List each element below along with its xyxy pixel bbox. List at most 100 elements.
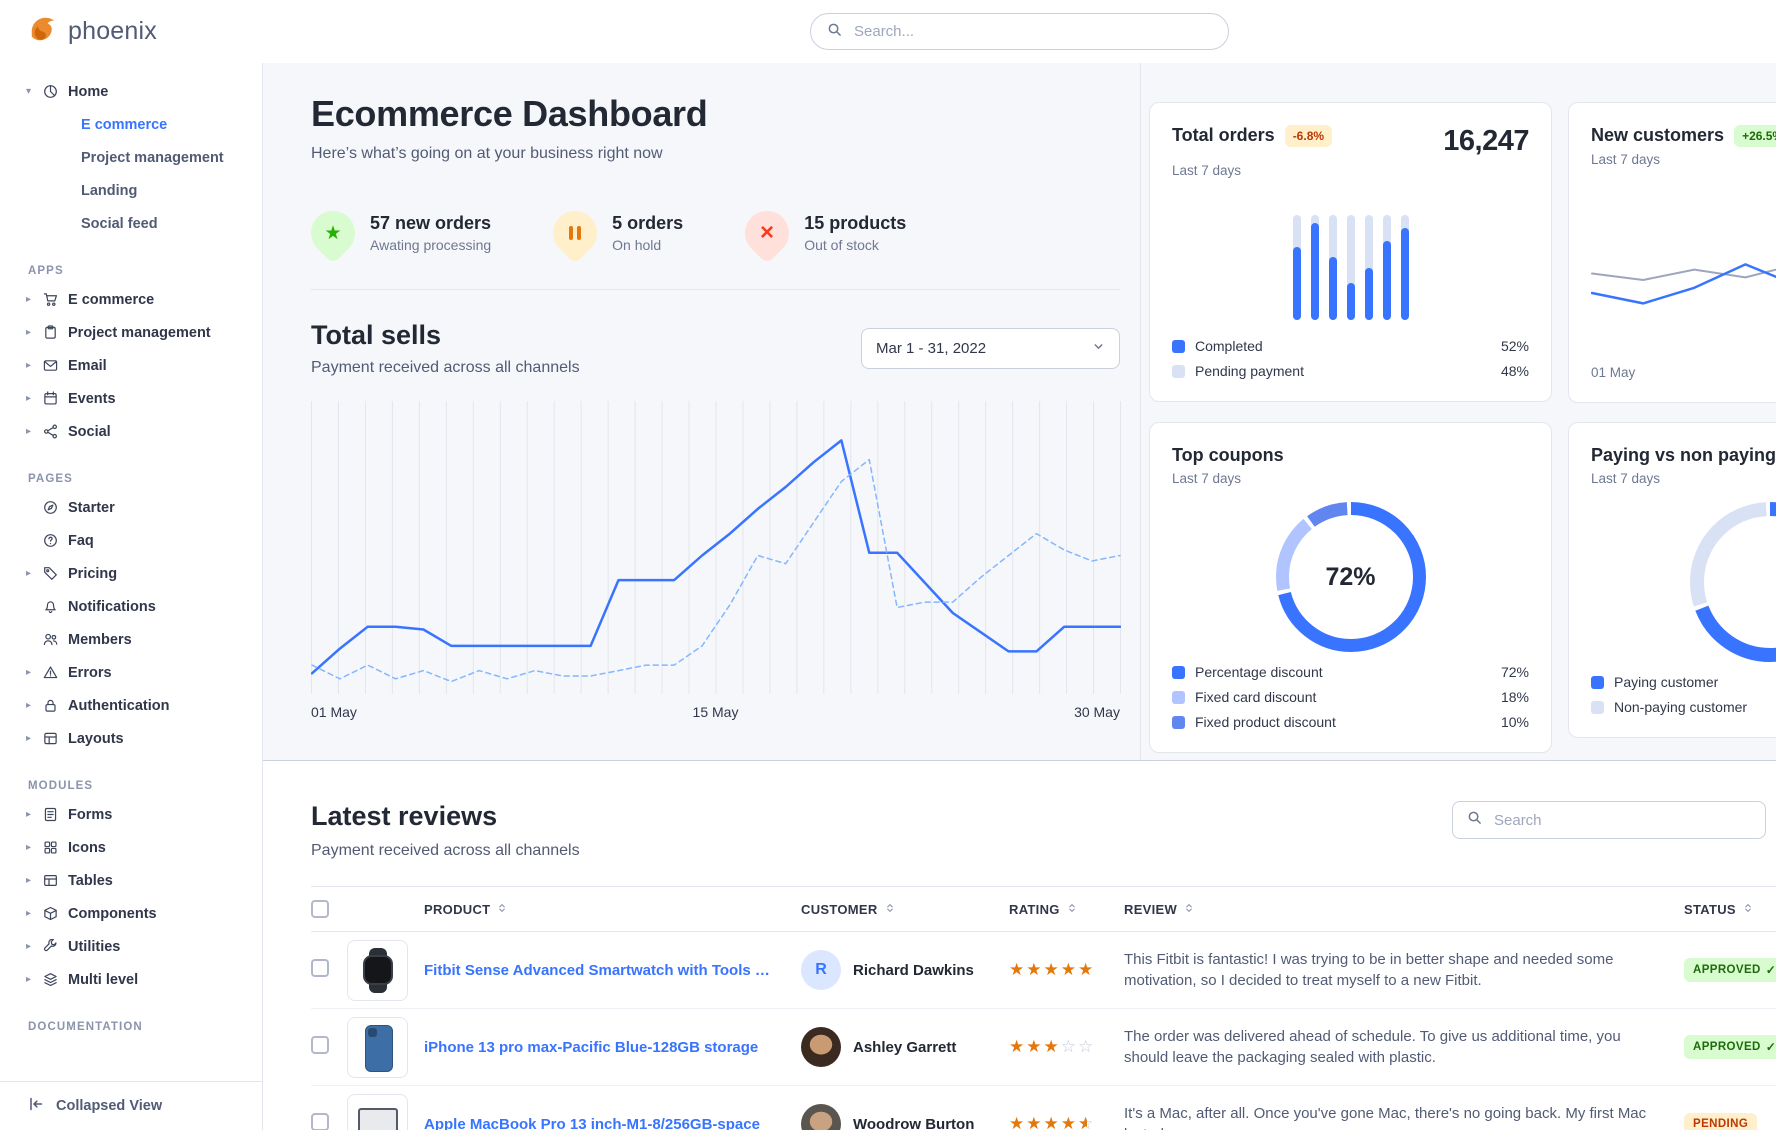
sidebar-item-events[interactable]: ▸ Events <box>26 390 116 407</box>
trend-badge: -6.8% <box>1284 125 1333 147</box>
lock-icon <box>43 698 68 713</box>
global-search[interactable] <box>810 13 1229 50</box>
sidebar-item-errors[interactable]: ▸ Errors <box>26 664 112 681</box>
legend-swatch <box>1172 364 1185 378</box>
caret-right-icon: ▸ <box>26 667 32 678</box>
brand[interactable]: phoenix <box>0 14 157 49</box>
pause-icon <box>544 201 607 265</box>
bar <box>1400 215 1409 320</box>
page-subtitle: Here’s what’s going on at your business … <box>311 145 663 162</box>
iphone-product-image[interactable] <box>347 1016 408 1078</box>
sidebar-item-utilities[interactable]: ▸ Utilities <box>26 938 121 955</box>
sidebar-item-authentication[interactable]: ▸ Authentication <box>26 697 170 714</box>
product-link[interactable]: iPhone 13 pro max-Pacific Blue-128GB sto… <box>424 1038 759 1056</box>
column-header-review[interactable]: REVIEW <box>1124 902 1684 917</box>
share-icon <box>43 424 68 439</box>
sidebar-item-notifications[interactable]: Notifications <box>0 590 256 623</box>
select-all-checkbox[interactable] <box>311 900 329 918</box>
sort-icon <box>496 902 508 917</box>
sidebar-item-tables[interactable]: ▸ Tables <box>26 872 113 889</box>
macbook-product-image[interactable] <box>347 1093 408 1130</box>
sidebar-section-pages: PAGES <box>28 473 73 485</box>
product-link[interactable]: Fitbit Sense Advanced Smartwatch with To… <box>424 961 782 979</box>
caret-right-icon: ▸ <box>26 733 32 744</box>
reviews-search-input[interactable] <box>1492 810 1751 830</box>
total-sells-x-labels: 01 May 15 May 30 May <box>311 704 1120 720</box>
product-link[interactable]: Apple MacBook Pro 13 inch-M1-8/256GB-spa… <box>424 1115 760 1130</box>
calendar-icon <box>43 391 68 406</box>
reviews-table-header: PRODUCT CUSTOMER RATING REVIEW <box>311 886 1776 932</box>
sidebar-item-forms[interactable]: ▸ Forms <box>26 806 113 823</box>
table-row: Fitbit Sense Advanced Smartwatch with To… <box>311 932 1776 1009</box>
status-badge: APPROVED ✓ <box>1684 958 1776 982</box>
card-title: Top coupons <box>1172 445 1284 465</box>
row-checkbox[interactable] <box>311 1035 329 1054</box>
brand-name: phoenix <box>68 17 157 45</box>
sidebar-item-home[interactable]: ▾ Home <box>26 83 109 100</box>
question-icon <box>43 533 68 548</box>
column-header-customer[interactable]: CUSTOMER <box>801 902 1009 917</box>
customer-avatar: R <box>801 950 841 990</box>
sidebar-subitem-social-feed[interactable]: Social feed <box>81 215 158 232</box>
customer-name: Richard Dawkins <box>853 961 974 979</box>
rating-stars: ★★★☆☆ <box>1009 1037 1096 1056</box>
reviews-title: Latest reviews <box>311 801 498 831</box>
sidebar-item-components[interactable]: ▸ Components <box>26 905 157 922</box>
column-header-product[interactable]: PRODUCT <box>424 902 801 917</box>
column-header-rating[interactable]: RATING <box>1009 902 1124 917</box>
sidebar-item-e-commerce[interactable]: ▸ E commerce <box>26 291 155 308</box>
top-header: phoenix <box>0 0 1776 63</box>
bar <box>1292 215 1301 320</box>
caret-right-icon: ▸ <box>26 360 32 371</box>
sidebar-item-layouts[interactable]: ▸ Layouts <box>26 730 124 747</box>
sort-icon <box>1066 902 1078 917</box>
sidebar-item-multi-level[interactable]: ▸ Multi level <box>26 971 139 988</box>
card-title: New customers <box>1591 125 1725 145</box>
sidebar-item-social[interactable]: ▸ Social <box>26 423 111 440</box>
donut-center-value: 72% <box>1325 562 1376 591</box>
sidebar-item-members[interactable]: Members <box>0 623 256 656</box>
column-header-status[interactable]: STATUS <box>1684 902 1776 917</box>
review-text: The order was delivered ahead of schedul… <box>1124 1028 1621 1066</box>
sidebar-collapse-toggle[interactable]: Collapsed View <box>0 1081 262 1130</box>
form-icon <box>43 807 68 822</box>
sidebar-item-faq[interactable]: Faq <box>0 524 256 557</box>
sidebar-item-icons[interactable]: ▸ Icons <box>26 839 106 856</box>
sidebar-nav: ▾ Home E commerce Project management Landin… <box>0 75 256 1034</box>
total-orders-legend: Completed 52% Pending payment 48% <box>1172 338 1529 379</box>
sidebar-subitem-landing[interactable]: Landing <box>81 182 138 199</box>
bar <box>1346 215 1355 320</box>
stat-57-new-orders: ★ 57 new orders Awating processing <box>301 201 491 265</box>
card-period: Last 7 days <box>1172 163 1242 178</box>
sidebar-subitem-project-management[interactable]: Project management <box>81 149 224 166</box>
caret-right-icon: ▸ <box>26 908 32 919</box>
legend-swatch <box>1591 675 1604 689</box>
customer-avatar <box>801 1027 841 1067</box>
card-period: Last 7 days <box>1172 471 1242 486</box>
sidebar-item-pricing[interactable]: ▸ Pricing <box>26 565 118 582</box>
review-text: It's a Mac, after all. Once you've gone … <box>1124 1105 1647 1130</box>
legend-swatch <box>1591 700 1604 714</box>
sidebar-section-modules: MODULES <box>28 780 94 792</box>
reviews-table: PRODUCT CUSTOMER RATING REVIEW <box>311 886 1776 1130</box>
reviews-search[interactable] <box>1452 801 1766 839</box>
sidebar-item-project-management[interactable]: ▸ Project management <box>26 324 211 341</box>
trend-badge: +26.5% <box>1734 125 1776 147</box>
sidebar-item-starter[interactable]: Starter <box>0 491 256 524</box>
sidebar-item-email[interactable]: ▸ Email <box>26 357 107 374</box>
review-text: This Fitbit is fantastic! I was trying t… <box>1124 951 1614 989</box>
smartwatch-product-image[interactable] <box>347 939 408 1001</box>
legend-item-non-paying-customer: Non-paying customer <box>1591 699 1776 715</box>
sidebar-section-apps: APPS <box>28 265 64 277</box>
row-checkbox[interactable] <box>311 1112 329 1130</box>
stats-row: ★ 57 new orders Awating processing 5 ord… <box>301 201 1120 265</box>
card-period: Last 7 days <box>1591 471 1661 486</box>
total-orders-chart <box>1172 204 1529 320</box>
date-range-select[interactable]: Mar 1 - 31, 2022 <box>861 328 1120 369</box>
global-search-input[interactable] <box>852 22 1212 41</box>
caret-right-icon: ▸ <box>26 809 32 820</box>
row-checkbox[interactable] <box>311 958 329 977</box>
sidebar-subitem-e-commerce[interactable]: E commerce <box>81 116 168 133</box>
customer-avatar <box>801 1104 841 1130</box>
table-row: iPhone 13 pro max-Pacific Blue-128GB sto… <box>311 1009 1776 1086</box>
